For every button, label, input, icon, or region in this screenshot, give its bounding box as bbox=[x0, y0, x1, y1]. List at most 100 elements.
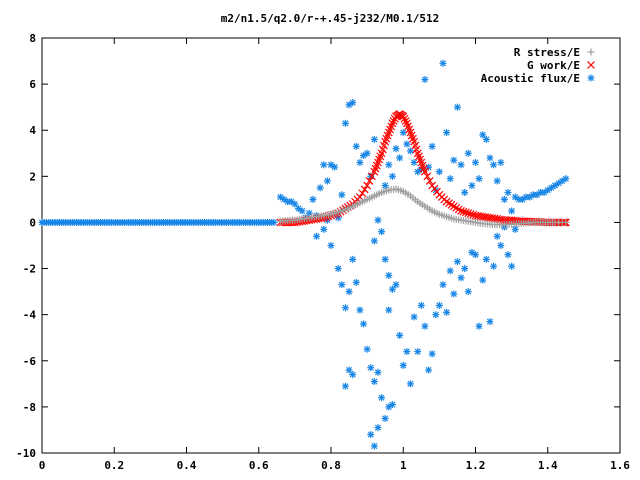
data-point bbox=[426, 205, 434, 213]
data-point bbox=[404, 190, 412, 198]
data-point bbox=[457, 274, 465, 282]
data-point bbox=[296, 215, 304, 223]
data-point bbox=[310, 213, 318, 221]
chart-title: m2/n1.5/q2.0/r-+.45-j232/M0.1/512 bbox=[221, 12, 440, 25]
data-point bbox=[558, 218, 566, 226]
data-point bbox=[298, 207, 306, 215]
data-point bbox=[349, 99, 357, 107]
data-point bbox=[455, 216, 463, 224]
data-point bbox=[421, 322, 429, 330]
data-point bbox=[461, 208, 470, 217]
data-point bbox=[416, 155, 425, 164]
data-point bbox=[367, 431, 375, 439]
data-point bbox=[414, 348, 422, 356]
data-point bbox=[341, 304, 349, 312]
data-point bbox=[352, 278, 360, 286]
data-point bbox=[508, 207, 516, 215]
data-point bbox=[511, 225, 519, 233]
data-point bbox=[482, 255, 490, 263]
data-point bbox=[472, 159, 479, 166]
data-point bbox=[558, 177, 566, 185]
data-point bbox=[388, 285, 396, 293]
data-point bbox=[466, 210, 475, 218]
data-point bbox=[433, 209, 441, 217]
data-point bbox=[486, 154, 494, 162]
data-point bbox=[464, 149, 472, 157]
data-point bbox=[387, 122, 396, 131]
data-point bbox=[388, 172, 396, 180]
data-point bbox=[317, 212, 325, 220]
series-asterisk bbox=[38, 59, 570, 450]
series-x bbox=[276, 110, 570, 227]
x-tick-label: 1.4 bbox=[538, 459, 558, 472]
legend-marker bbox=[587, 74, 595, 82]
data-point bbox=[406, 380, 414, 388]
data-point bbox=[378, 394, 386, 402]
data-point bbox=[349, 371, 357, 379]
y-tick-label: -10 bbox=[16, 447, 36, 460]
data-point bbox=[375, 190, 383, 198]
data-point bbox=[447, 200, 456, 209]
data-point bbox=[361, 197, 369, 205]
data-point bbox=[481, 213, 490, 221]
data-point bbox=[360, 185, 369, 194]
data-point bbox=[479, 276, 487, 284]
data-point bbox=[367, 364, 375, 372]
data-point bbox=[497, 242, 505, 249]
data-point bbox=[486, 318, 494, 326]
x-tick-label: 1.2 bbox=[466, 459, 486, 472]
data-point bbox=[303, 214, 311, 222]
data-point bbox=[380, 141, 388, 150]
data-point bbox=[291, 200, 299, 208]
legend-label: G work/E bbox=[527, 59, 580, 72]
data-point bbox=[341, 119, 349, 127]
data-point bbox=[464, 288, 472, 296]
data-point bbox=[447, 214, 455, 222]
data-point bbox=[450, 156, 458, 164]
x-tick-label: 1.6 bbox=[610, 459, 630, 472]
data-point bbox=[428, 350, 436, 358]
data-point bbox=[270, 218, 278, 226]
y-tick-label: -6 bbox=[23, 355, 37, 368]
data-point bbox=[365, 177, 374, 185]
data-point bbox=[479, 131, 487, 139]
data-point bbox=[332, 209, 340, 217]
data-point bbox=[500, 195, 508, 203]
data-point bbox=[345, 288, 353, 296]
data-point bbox=[320, 161, 328, 169]
data-point bbox=[374, 216, 382, 224]
data-point bbox=[469, 210, 478, 219]
data-point bbox=[385, 161, 393, 169]
data-point bbox=[382, 187, 390, 195]
data-point bbox=[370, 237, 378, 245]
x-axis-ticks: 0 0.2 0.4 0.6 0.8 1 1.2 1.4 1.6 bbox=[39, 38, 630, 472]
data-point bbox=[372, 161, 381, 170]
data-point bbox=[378, 228, 386, 236]
data-point bbox=[411, 196, 419, 204]
data-point bbox=[331, 163, 339, 171]
data-point bbox=[432, 311, 440, 319]
data-point bbox=[396, 154, 404, 162]
data-point bbox=[334, 265, 342, 273]
data-point bbox=[440, 195, 449, 204]
chart-series bbox=[38, 59, 570, 450]
y-tick-label: -4 bbox=[23, 309, 37, 322]
data-point bbox=[405, 125, 414, 134]
data-point bbox=[493, 232, 501, 240]
data-point bbox=[370, 378, 378, 386]
data-point bbox=[439, 281, 447, 289]
data-point bbox=[368, 193, 376, 201]
data-point bbox=[461, 265, 469, 273]
data-point bbox=[457, 161, 465, 169]
data-point bbox=[374, 424, 382, 432]
data-point bbox=[358, 189, 367, 198]
legend-marker bbox=[587, 48, 595, 56]
data-point bbox=[309, 195, 317, 203]
y-tick-label: 8 bbox=[29, 32, 36, 45]
data-point bbox=[454, 205, 463, 214]
data-point bbox=[443, 129, 451, 137]
data-point bbox=[453, 258, 461, 266]
data-point bbox=[475, 175, 483, 183]
data-point bbox=[316, 184, 324, 192]
